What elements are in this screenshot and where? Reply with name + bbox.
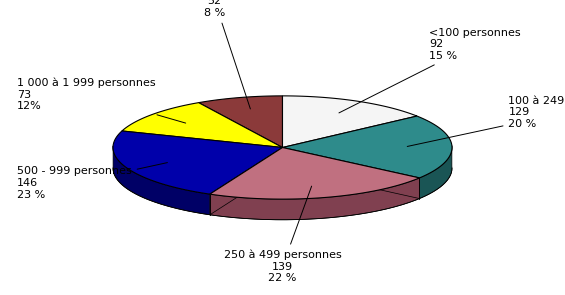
- Polygon shape: [199, 96, 282, 148]
- Polygon shape: [210, 178, 419, 220]
- Polygon shape: [282, 96, 417, 148]
- Text: <100 personnes
92
15 %: <100 personnes 92 15 %: [339, 28, 521, 113]
- Polygon shape: [210, 148, 419, 199]
- Text: 2 000+ personnes
52
8 %: 2 000+ personnes 52 8 %: [163, 0, 266, 109]
- Text: 100 à 249 personnes
129
20 %: 100 à 249 personnes 129 20 %: [407, 95, 565, 146]
- Polygon shape: [282, 116, 452, 178]
- Polygon shape: [113, 146, 210, 215]
- Text: 1 000 à 1 999 personnes
73
12%: 1 000 à 1 999 personnes 73 12%: [17, 78, 186, 123]
- Polygon shape: [113, 131, 282, 194]
- Polygon shape: [419, 146, 452, 199]
- Text: 500 - 999 personnes
146
23 %: 500 - 999 personnes 146 23 %: [17, 163, 167, 199]
- Text: 250 à 499 personnes
139
22 %: 250 à 499 personnes 139 22 %: [224, 186, 341, 283]
- Polygon shape: [122, 103, 282, 148]
